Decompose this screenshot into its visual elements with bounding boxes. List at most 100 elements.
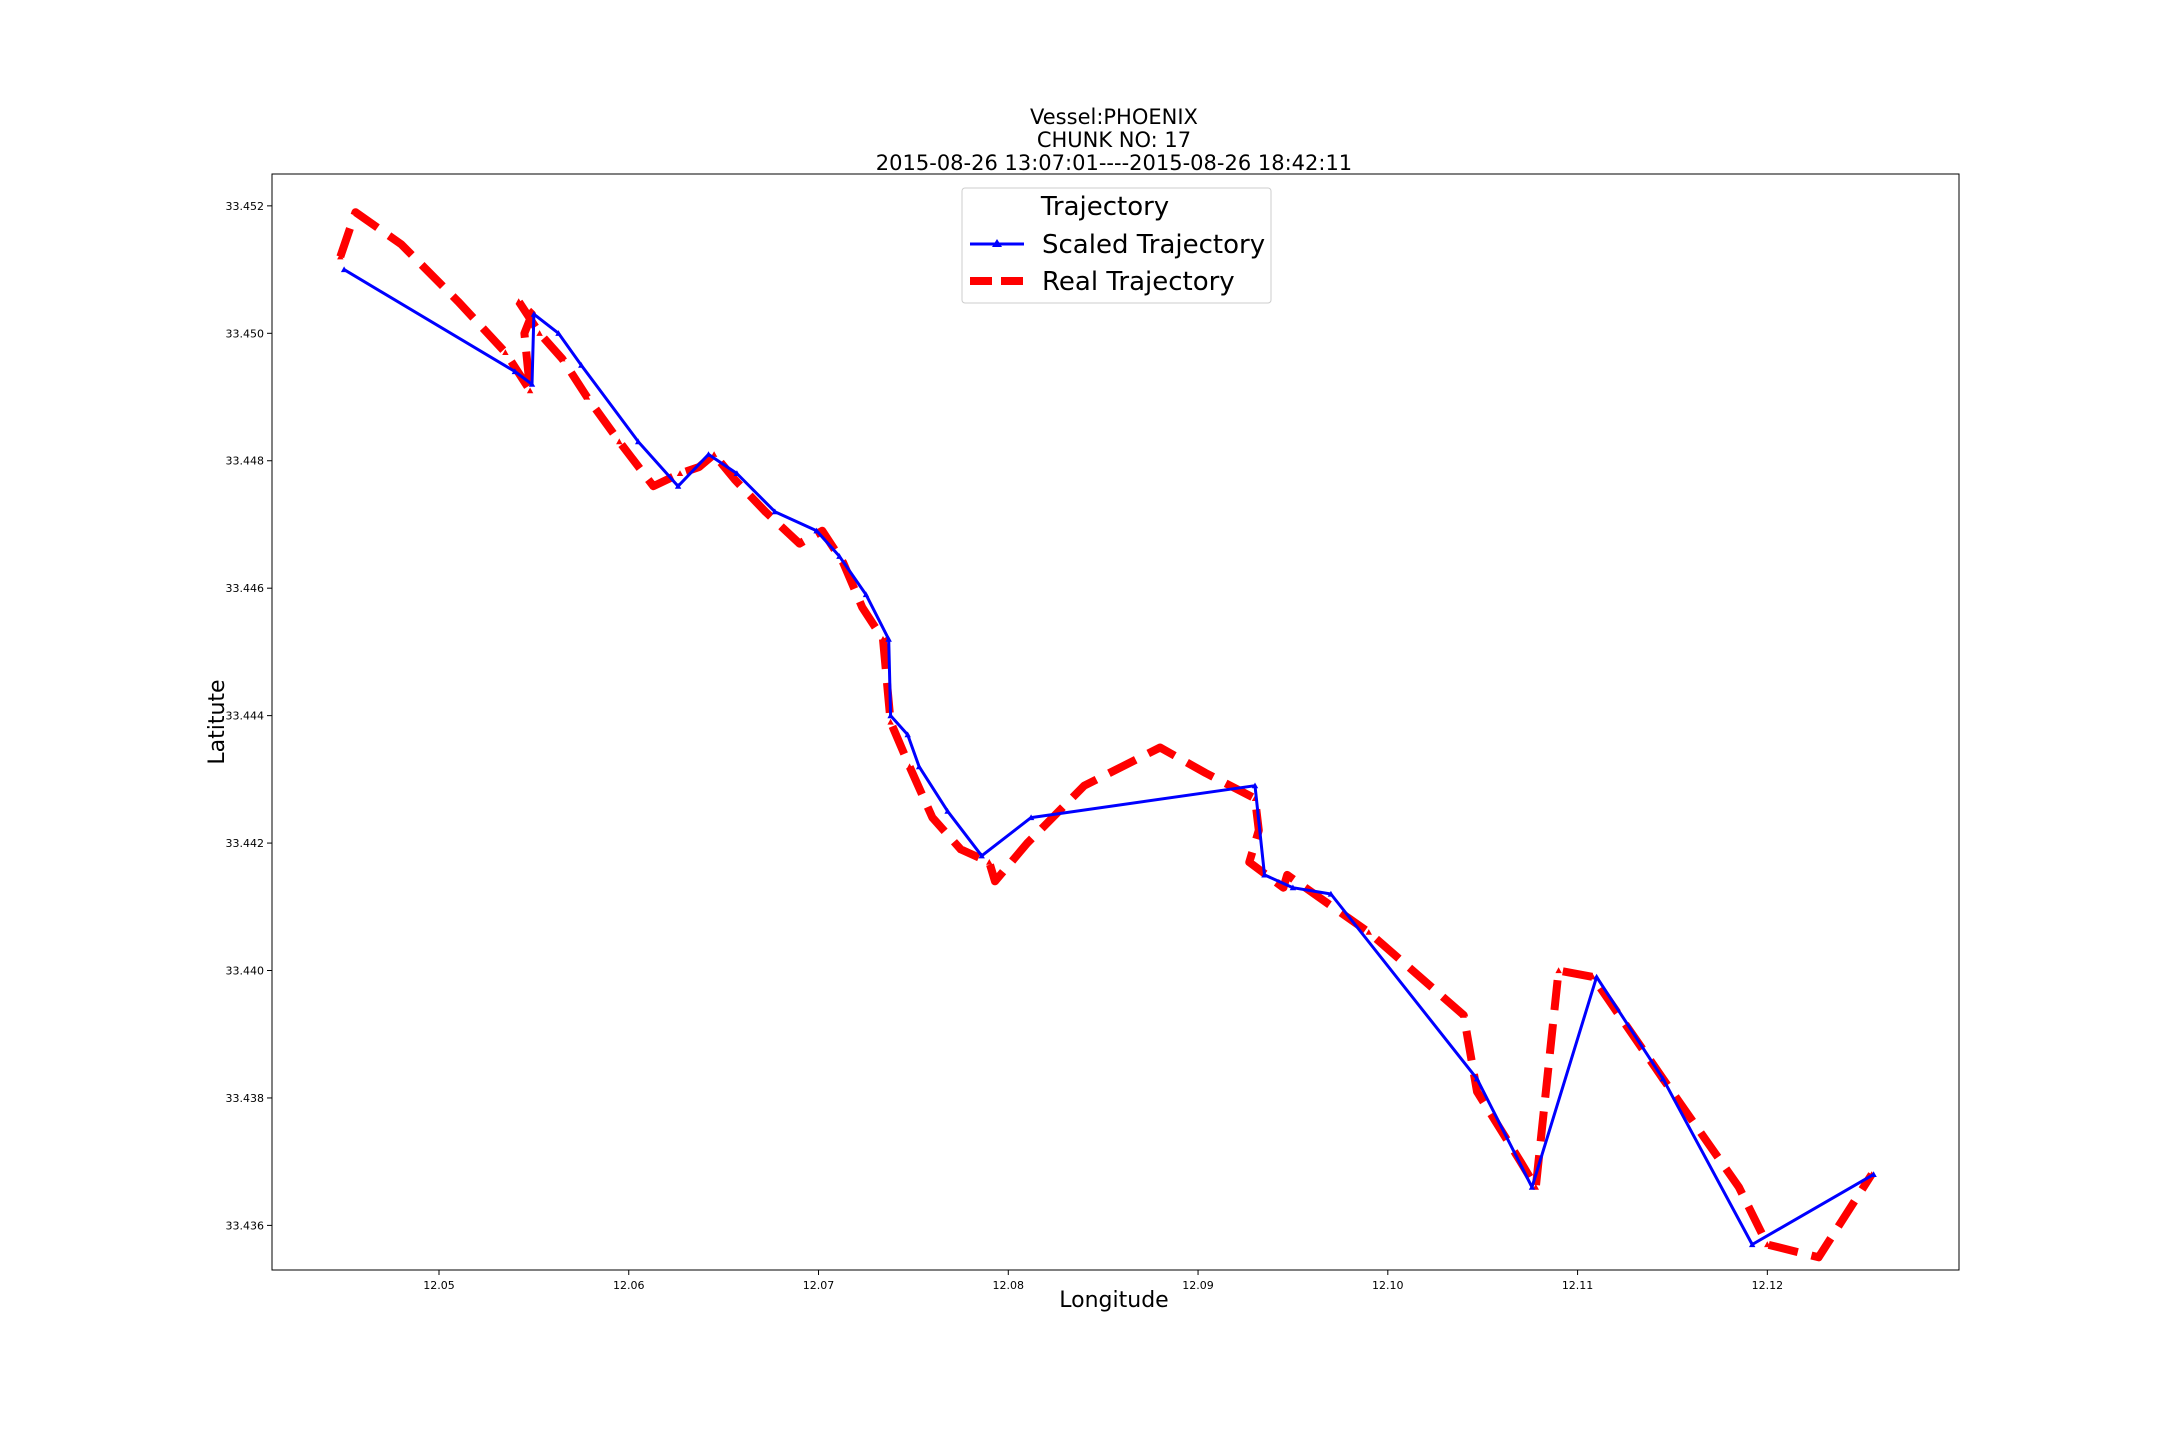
chart-title-line-1: Vessel:PHOENIX bbox=[1030, 105, 1198, 129]
data-point-real-trajectory bbox=[559, 355, 566, 362]
data-point-real-trajectory bbox=[650, 483, 657, 489]
data-point-scaled-trajectory bbox=[1027, 814, 1035, 821]
y-tick-label: 33.446 bbox=[226, 582, 265, 595]
data-point-real-trajectory bbox=[616, 438, 623, 445]
data-point-scaled-trajectory bbox=[705, 451, 712, 457]
data-point-scaled-trajectory bbox=[1593, 973, 1600, 980]
data-point-real-trajectory bbox=[906, 763, 913, 770]
data-point-real-trajectory bbox=[991, 878, 999, 884]
data-point-scaled-trajectory bbox=[887, 712, 894, 719]
data-point-real-trajectory bbox=[1280, 884, 1287, 891]
data-point-scaled-trajectory bbox=[635, 438, 642, 445]
chart-title-line-3: 2015-08-26 13:07:01----2015-08-26 18:42:… bbox=[876, 151, 1352, 175]
data-point-real-trajectory bbox=[1202, 769, 1209, 776]
data-point-real-trajectory bbox=[762, 508, 769, 515]
data-point-real-trajectory bbox=[796, 540, 803, 547]
data-point-scaled-trajectory bbox=[915, 763, 923, 770]
y-tick-label: 33.452 bbox=[226, 200, 265, 213]
data-point-scaled-trajectory bbox=[578, 362, 585, 368]
x-axis-label: Longitude bbox=[1059, 1288, 1168, 1313]
data-point-real-trajectory bbox=[1555, 967, 1562, 974]
data-point-real-trajectory bbox=[887, 718, 894, 725]
data-point-scaled-trajectory bbox=[836, 553, 843, 559]
x-tick-label: 12.10 bbox=[1372, 1279, 1404, 1292]
y-tick-label: 33.450 bbox=[226, 327, 265, 340]
chart-title-line-2: CHUNK NO: 17 bbox=[1037, 128, 1191, 152]
y-tick-label: 33.442 bbox=[226, 837, 265, 850]
data-point-scaled-trajectory bbox=[528, 381, 536, 387]
plot-frame bbox=[271, 173, 1960, 1271]
data-point-scaled-trajectory bbox=[555, 330, 562, 336]
data-point-real-trajectory bbox=[986, 859, 993, 865]
x-tick-label: 12.07 bbox=[803, 1279, 835, 1292]
data-point-scaled-trajectory bbox=[978, 852, 985, 859]
data-point-real-trajectory bbox=[526, 387, 534, 394]
legend-marker-scaled bbox=[992, 239, 1002, 247]
data-point-scaled-trajectory bbox=[771, 508, 779, 515]
data-point-scaled-trajectory bbox=[1261, 871, 1268, 878]
data-point-scaled-trajectory bbox=[733, 470, 741, 476]
data-point-real-trajectory bbox=[859, 604, 866, 610]
data-point-scaled-trajectory bbox=[944, 808, 951, 814]
legend: Trajectory Scaled Trajectory Real Trajec… bbox=[961, 187, 1272, 304]
y-axis-label: Latitute bbox=[205, 679, 230, 764]
data-point-scaled-trajectory bbox=[904, 731, 911, 738]
x-tick-label: 12.09 bbox=[1182, 1279, 1214, 1292]
data-point-real-trajectory bbox=[536, 330, 543, 336]
data-point-real-trajectory bbox=[521, 330, 528, 336]
data-point-scaled-trajectory bbox=[1251, 782, 1259, 789]
data-point-real-trajectory bbox=[731, 476, 739, 483]
data-point-real-trajectory bbox=[583, 393, 591, 400]
data-point-real-trajectory bbox=[1735, 1184, 1743, 1190]
x-tick-label: 12.08 bbox=[993, 1279, 1025, 1292]
data-point-real-trajectory bbox=[515, 298, 522, 304]
data-point-scaled-trajectory bbox=[530, 311, 538, 317]
x-tick-label: 12.05 bbox=[423, 1279, 455, 1292]
data-point-real-trajectory bbox=[1473, 1088, 1481, 1095]
data-point-real-trajectory bbox=[1460, 1011, 1467, 1018]
data-point-scaled-trajectory bbox=[1473, 1075, 1481, 1082]
data-point-real-trajectory bbox=[352, 209, 359, 215]
data-point-real-trajectory bbox=[1024, 839, 1031, 846]
y-tick-label: 33.438 bbox=[226, 1092, 265, 1105]
legend-box bbox=[961, 187, 1272, 304]
x-tick-label: 12.06 bbox=[613, 1279, 645, 1292]
data-point-scaled-trajectory bbox=[862, 591, 870, 598]
legend-entry-real: Real Trajectory bbox=[1042, 267, 1235, 297]
plot-content bbox=[336, 208, 1877, 1262]
data-point-real-trajectory bbox=[819, 527, 826, 534]
data-point-scaled-trajectory bbox=[340, 266, 348, 273]
y-tick-label: 33.436 bbox=[226, 1219, 265, 1232]
data-point-real-trajectory bbox=[929, 814, 936, 821]
data-point-scaled-trajectory bbox=[1659, 1075, 1667, 1082]
data-point-real-trajectory bbox=[1365, 929, 1372, 935]
data-point-real-trajectory bbox=[957, 846, 964, 852]
data-point-real-trajectory bbox=[454, 298, 462, 304]
data-point-real-trajectory bbox=[337, 253, 344, 260]
x-axis-ticks: 12.05 12.06 12.07 12.08 12.09 12.10 12.11 12.12 bbox=[423, 1270, 1783, 1292]
data-point-scaled-trajectory bbox=[1528, 1184, 1536, 1190]
x-tick-label: 12.11 bbox=[1562, 1279, 1594, 1292]
data-point-scaled-trajectory bbox=[1749, 1241, 1756, 1248]
data-point-real-trajectory bbox=[502, 349, 509, 355]
data-point-real-trajectory bbox=[397, 240, 405, 247]
data-point-real-trajectory bbox=[1246, 859, 1253, 865]
data-point-scaled-trajectory bbox=[1870, 1171, 1877, 1177]
data-point-scaled-trajectory bbox=[511, 368, 519, 375]
data-point-real-trajectory bbox=[1156, 744, 1164, 750]
y-tick-label: 33.440 bbox=[226, 965, 265, 978]
data-point-real-trajectory bbox=[676, 470, 684, 476]
data-point-scaled-trajectory bbox=[885, 636, 892, 642]
x-tick-label: 12.12 bbox=[1752, 1279, 1784, 1292]
data-point-scaled-trajectory bbox=[1327, 890, 1335, 897]
data-point-real-trajectory bbox=[1081, 782, 1088, 789]
data-point-real-trajectory bbox=[1284, 871, 1291, 878]
data-point-real-trajectory bbox=[1815, 1254, 1822, 1260]
data-point-scaled-trajectory bbox=[813, 527, 820, 534]
legend-title: Trajectory bbox=[1040, 192, 1169, 222]
y-tick-label: 33.444 bbox=[226, 710, 265, 723]
data-point-scaled-trajectory bbox=[1289, 884, 1297, 891]
y-axis-ticks: 33.436 33.438 33.440 33.442 33.444 33.446 33.4… bbox=[226, 200, 272, 1232]
data-point-real-trajectory bbox=[695, 463, 703, 470]
